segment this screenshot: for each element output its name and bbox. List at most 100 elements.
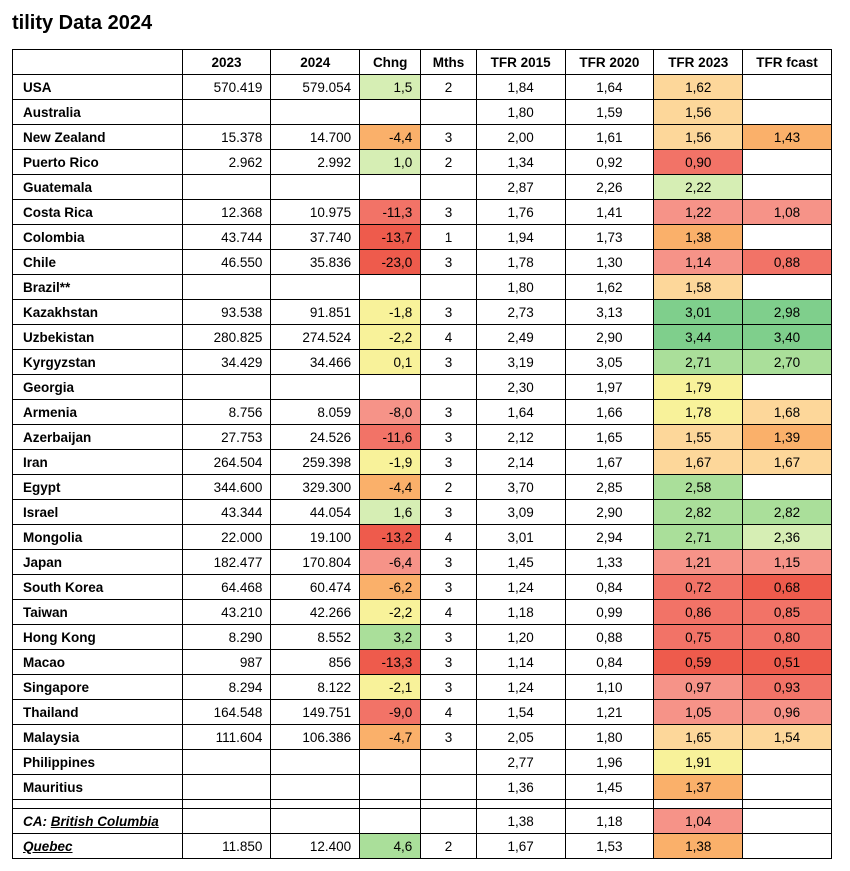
cell: 2,26 <box>565 175 654 200</box>
cell <box>421 375 477 400</box>
cell: -13,3 <box>360 650 421 675</box>
table-row: Chile46.55035.836-23,031,781,301,140,88 <box>13 250 832 275</box>
cell: 1,68 <box>743 400 832 425</box>
cell <box>182 100 271 125</box>
cell: 35.836 <box>271 250 360 275</box>
country-cell: Brazil** <box>13 275 183 300</box>
cell: 2,30 <box>476 375 565 400</box>
page-title: tility Data 2024 <box>12 12 838 35</box>
table-row: Costa Rica12.36810.975-11,331,761,411,22… <box>13 200 832 225</box>
cell: 1,65 <box>565 425 654 450</box>
cell: 0,92 <box>565 150 654 175</box>
cell <box>421 100 477 125</box>
cell: 0,75 <box>654 625 743 650</box>
country-cell: Mauritius <box>13 775 183 800</box>
country-cell: Israel <box>13 500 183 525</box>
cell: 2,90 <box>565 500 654 525</box>
cell: 274.524 <box>271 325 360 350</box>
cell: 8.290 <box>182 625 271 650</box>
table-row: Mongolia22.00019.100-13,243,012,942,712,… <box>13 525 832 550</box>
cell: 1,67 <box>476 834 565 859</box>
cell: 46.550 <box>182 250 271 275</box>
table-row: New Zealand15.37814.700-4,432,001,611,56… <box>13 125 832 150</box>
country-cell: Japan <box>13 550 183 575</box>
cell: 1,34 <box>476 150 565 175</box>
cell: 8.294 <box>182 675 271 700</box>
country-cell: South Korea <box>13 575 183 600</box>
col-header: TFR 2020 <box>565 50 654 75</box>
table-row: Georgia2,301,971,79 <box>13 375 832 400</box>
cell: 264.504 <box>182 450 271 475</box>
cell <box>271 775 360 800</box>
cell: 1,84 <box>476 75 565 100</box>
cell <box>743 750 832 775</box>
table-row: Egypt344.600329.300-4,423,702,852,58 <box>13 475 832 500</box>
cell: 1,30 <box>565 250 654 275</box>
cell <box>421 775 477 800</box>
cell: 1,38 <box>654 225 743 250</box>
cell: 987 <box>182 650 271 675</box>
country-cell: Singapore <box>13 675 183 700</box>
cell: 1,62 <box>565 275 654 300</box>
cell: 1,22 <box>654 200 743 225</box>
cell: 2 <box>421 75 477 100</box>
cell: 0,99 <box>565 600 654 625</box>
cell: 4 <box>421 525 477 550</box>
cell: 1,41 <box>565 200 654 225</box>
cell: 1,45 <box>565 775 654 800</box>
cell: 1,65 <box>654 725 743 750</box>
cell: 3,19 <box>476 350 565 375</box>
cell: 8.122 <box>271 675 360 700</box>
cell: 1,91 <box>654 750 743 775</box>
col-header <box>13 50 183 75</box>
cell: 2,00 <box>476 125 565 150</box>
cell: 1,56 <box>654 125 743 150</box>
cell <box>743 100 832 125</box>
cell: 42.266 <box>271 600 360 625</box>
country-cell: Azerbaijan <box>13 425 183 450</box>
cell: 1,24 <box>476 575 565 600</box>
cell: 1,55 <box>654 425 743 450</box>
cell: 3 <box>421 300 477 325</box>
table-row: Japan182.477170.804-6,431,451,331,211,15 <box>13 550 832 575</box>
cell: 2,12 <box>476 425 565 450</box>
cell: 1,54 <box>743 725 832 750</box>
cell: 1,18 <box>476 600 565 625</box>
cell: 3 <box>421 200 477 225</box>
cell: 15.378 <box>182 125 271 150</box>
cell <box>271 809 360 834</box>
cell: 3 <box>421 250 477 275</box>
cell: 1,37 <box>654 775 743 800</box>
table-row: Macao987856-13,331,140,840,590,51 <box>13 650 832 675</box>
cell: 14.700 <box>271 125 360 150</box>
country-cell: Chile <box>13 250 183 275</box>
cell: 4,6 <box>360 834 421 859</box>
cell: 4 <box>421 600 477 625</box>
cell: 1,45 <box>476 550 565 575</box>
cell: 2,71 <box>654 525 743 550</box>
cell: 0,93 <box>743 675 832 700</box>
cell <box>743 475 832 500</box>
cell <box>421 809 477 834</box>
separator-row <box>13 800 832 809</box>
table-row: Israel43.34444.0541,633,092,902,822,82 <box>13 500 832 525</box>
cell: -11,6 <box>360 425 421 450</box>
table-row: Puerto Rico2.9622.9921,021,340,920,90 <box>13 150 832 175</box>
cell: 0,59 <box>654 650 743 675</box>
cell: 1,21 <box>565 700 654 725</box>
country-cell: CA: British Columbia <box>13 809 183 834</box>
cell <box>743 775 832 800</box>
table-row: Guatemala2,872,262,22 <box>13 175 832 200</box>
table-header-row: 20232024ChngMthsTFR 2015TFR 2020TFR 2023… <box>13 50 832 75</box>
cell: 1,64 <box>565 75 654 100</box>
cell <box>182 175 271 200</box>
cell: 2,87 <box>476 175 565 200</box>
cell: 43.744 <box>182 225 271 250</box>
cell: 43.344 <box>182 500 271 525</box>
cell: 570.419 <box>182 75 271 100</box>
cell: 2.962 <box>182 150 271 175</box>
cell: 3 <box>421 400 477 425</box>
cell: 1,14 <box>654 250 743 275</box>
cell <box>182 775 271 800</box>
cell: 60.474 <box>271 575 360 600</box>
